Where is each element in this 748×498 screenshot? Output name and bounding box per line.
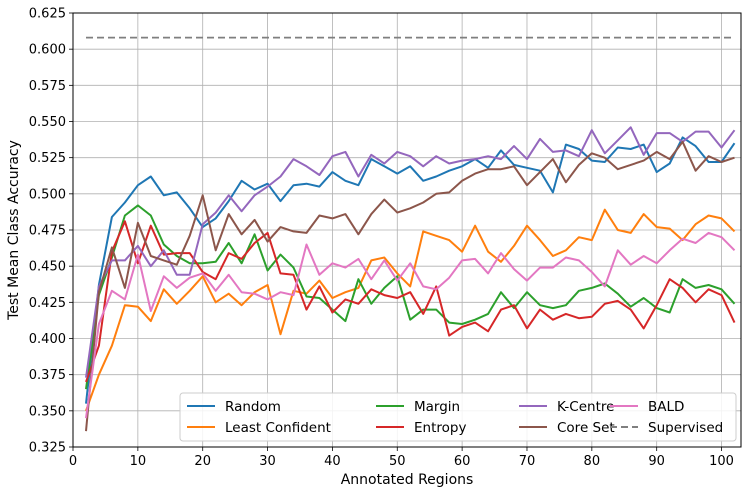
legend-label-least-confident: Least Confident [225,420,331,436]
x-tick-label: 60 [454,454,471,469]
series-line-random [85,136,736,404]
y-tick-label: 0.425 [29,296,66,311]
x-tick-label: 90 [648,454,665,469]
series-layer [85,36,736,432]
legend-label-bald: BALD [648,399,684,415]
legend-label-entropy: Entropy [414,420,466,436]
legend-label-margin: Margin [414,399,460,415]
legend-label-k-centre: K-Centre [557,399,614,415]
y-tick-label: 0.325 [29,441,66,456]
series-line-k-centre [85,126,736,378]
y-axis-title: Test Mean Class Accuracy [6,140,22,321]
x-tick-label: 20 [194,454,211,469]
series-line-bald [85,231,736,419]
legend: Random Least Confident Margin Entropy K-Cent… [179,392,737,442]
x-tick-label: 70 [519,454,536,469]
grid [72,12,741,448]
y-tick-label: 0.625 [29,7,66,22]
y-tick-label: 0.375 [29,368,66,383]
y-tick-label: 0.600 [29,43,66,58]
series-line-core-set [85,140,735,432]
x-tick-label: 80 [584,454,601,469]
y-tick-label: 0.525 [29,151,66,166]
y-tick-label: 0.400 [29,332,66,347]
x-tick-label: 0 [69,454,77,469]
x-tick-label: 40 [324,454,341,469]
y-tick-label: 0.500 [29,187,66,202]
legend-label-random: Random [225,399,281,415]
x-tick-label: 10 [130,454,147,469]
axis-ticks: 0 10 20 30 40 50 60 70 80 90 100 0.325 0.350 0.375 0.4… [29,7,734,470]
y-tick-label: 0.350 [29,404,66,419]
y-tick-label: 0.575 [29,79,66,94]
x-tick-label: 30 [259,454,276,469]
y-tick-label: 0.475 [29,224,66,239]
y-tick-label: 0.450 [29,260,66,275]
legend-label-core-set: Core Set [557,420,615,436]
legend-box [179,392,737,442]
y-tick-label: 0.550 [29,115,66,130]
series-line-margin [85,204,736,390]
x-axis-title: Annotated Regions [341,472,474,488]
legend-label-supervised: Supervised [648,420,723,436]
series-line-least-confident [85,208,736,412]
x-tick-label: 100 [709,454,734,469]
x-tick-label: 50 [389,454,406,469]
